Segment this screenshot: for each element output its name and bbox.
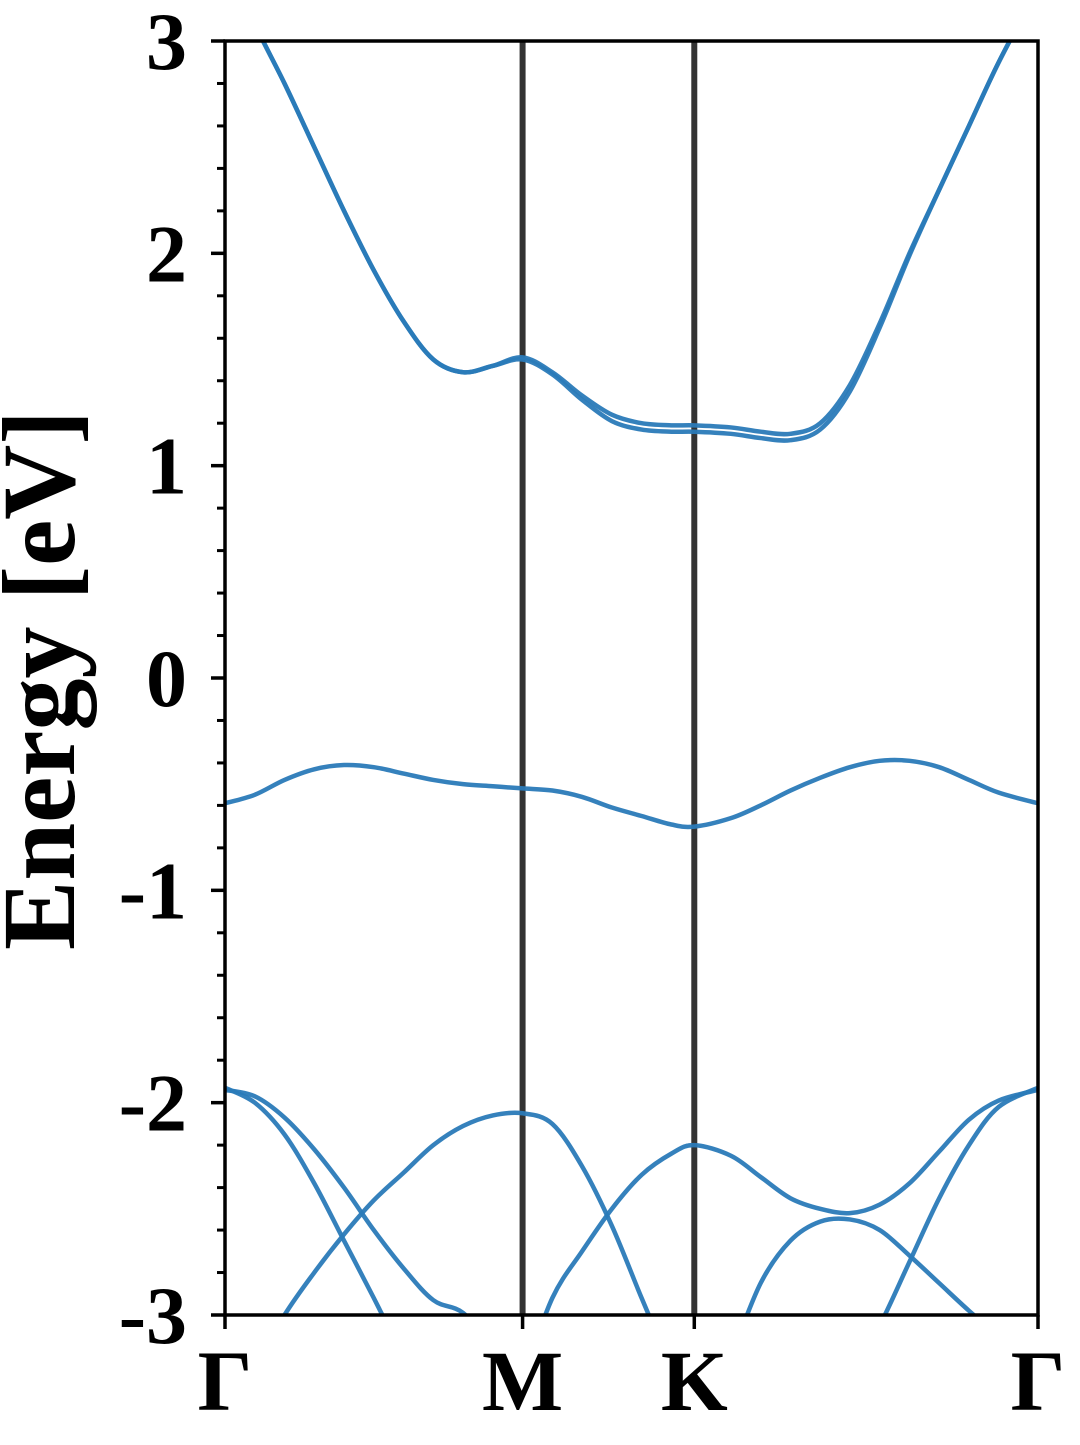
band-line <box>542 1087 1038 1315</box>
x-tick-label: Γ <box>198 1333 253 1429</box>
y-axis-label: Energy [eV] <box>0 410 97 950</box>
band-line <box>744 1216 978 1315</box>
y-tick-label: -2 <box>119 1058 187 1149</box>
plot-frame <box>223 39 1040 1317</box>
x-tick-label: Γ <box>1011 1333 1066 1429</box>
y-tick-label: -3 <box>119 1270 187 1361</box>
plot-area <box>225 41 1038 1315</box>
y-tick-label: 1 <box>146 421 187 512</box>
y-tick-label: 0 <box>146 633 187 724</box>
band-line <box>882 1085 1038 1315</box>
band-line <box>260 41 1013 443</box>
x-tick-label: M <box>482 1333 563 1429</box>
y-tick-label: 2 <box>146 208 187 299</box>
band-line <box>225 1087 469 1315</box>
band-line <box>225 1085 385 1315</box>
band-line <box>225 757 1038 830</box>
y-tick-label: 3 <box>146 0 187 87</box>
band-line <box>281 1110 652 1315</box>
y-tick-label: -1 <box>119 845 187 936</box>
x-tick-label: K <box>661 1333 728 1429</box>
